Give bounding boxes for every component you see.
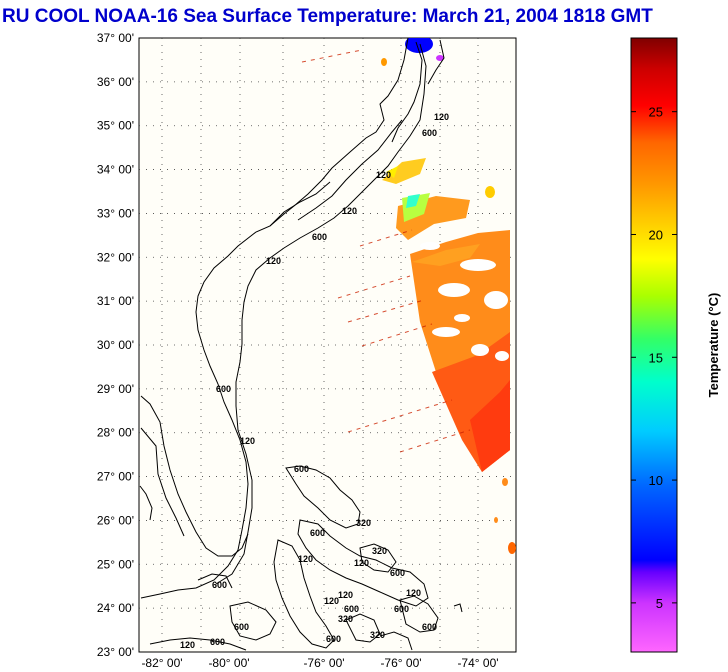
sst-swath — [301, 38, 516, 554]
svg-text:320: 320 — [370, 630, 385, 640]
longitude-tick-labels: -82° 00' -80° 00' -76° 00' -76° 00' -74° 00' — [141, 656, 498, 670]
svg-text:600: 600 — [210, 637, 225, 647]
latitude-tick-labels: 37° 00' 36° 00' 35° 00' 34° 00' 33° 00' 32° 0… — [97, 31, 134, 659]
svg-text:120: 120 — [338, 590, 353, 600]
lat-tick-label: 31° 00' — [97, 294, 134, 308]
svg-text:120: 120 — [376, 170, 391, 180]
lat-tick-label: 29° 00' — [97, 382, 134, 396]
svg-text:120: 120 — [354, 558, 369, 568]
lat-tick-label: 26° 00' — [97, 513, 134, 527]
colorbar-label: Temperature (°C) — [706, 293, 721, 398]
coastline — [139, 38, 463, 651]
lat-tick-label: 33° 00' — [97, 206, 134, 220]
svg-text:600: 600 — [216, 384, 231, 394]
lon-tick-label: -80° 00' — [208, 656, 249, 670]
colorbar-ticks: 25 20 15 10 5 — [631, 105, 677, 611]
colorbar-tick-label: 5 — [656, 596, 663, 611]
lat-tick-label: 24° 00' — [97, 601, 134, 615]
lon-tick-label: -76° 00' — [380, 656, 421, 670]
svg-text:600: 600 — [422, 128, 437, 138]
svg-text:120: 120 — [324, 596, 339, 606]
svg-text:120: 120 — [240, 436, 255, 446]
svg-text:120: 120 — [266, 256, 281, 266]
lon-tick-label: -74° 00' — [457, 656, 498, 670]
svg-text:600: 600 — [312, 232, 327, 242]
lat-tick-label: 25° 00' — [97, 557, 134, 571]
lat-tick-label: 35° 00' — [97, 119, 134, 133]
svg-text:600: 600 — [394, 604, 409, 614]
depth-contour-labels: 120 600 120 120 600 120 600 120 600 600 … — [180, 112, 449, 650]
lat-tick-label: 37° 00' — [97, 31, 134, 45]
colorbar-tick-label: 25 — [649, 105, 663, 120]
svg-text:600: 600 — [422, 622, 437, 632]
lat-tick-label: 27° 00' — [97, 470, 134, 484]
colorbar-tick-label: 15 — [649, 350, 663, 365]
svg-text:600: 600 — [310, 528, 325, 538]
colorbar-tick-label: 10 — [649, 473, 663, 488]
svg-text:600: 600 — [234, 622, 249, 632]
svg-text:600: 600 — [344, 604, 359, 614]
colorbar-tick-label: 20 — [649, 227, 663, 242]
lat-tick-label: 28° 00' — [97, 426, 134, 440]
lat-tick-label: 34° 00' — [97, 163, 134, 177]
lat-tick-label: 23° 00' — [97, 645, 134, 659]
svg-text:120: 120 — [434, 112, 449, 122]
svg-text:320: 320 — [356, 518, 371, 528]
lat-tick-label: 30° 00' — [97, 338, 134, 352]
svg-text:320: 320 — [338, 614, 353, 624]
svg-text:600: 600 — [326, 634, 341, 644]
svg-text:120: 120 — [342, 206, 357, 216]
svg-text:600: 600 — [294, 464, 309, 474]
svg-text:320: 320 — [372, 546, 387, 556]
colorbar — [630, 37, 678, 653]
lon-tick-label: -76° 00' — [303, 656, 344, 670]
lat-tick-label: 32° 00' — [97, 250, 134, 264]
lat-tick-label: 36° 00' — [97, 75, 134, 89]
map-title: RU COOL NOAA-16 Sea Surface Temperature:… — [2, 6, 653, 27]
svg-text:600: 600 — [212, 580, 227, 590]
svg-text:120: 120 — [180, 640, 195, 650]
lon-tick-label: -82° 00' — [141, 656, 182, 670]
svg-text:120: 120 — [298, 554, 313, 564]
svg-text:600: 600 — [390, 568, 405, 578]
svg-text:120: 120 — [406, 588, 421, 598]
